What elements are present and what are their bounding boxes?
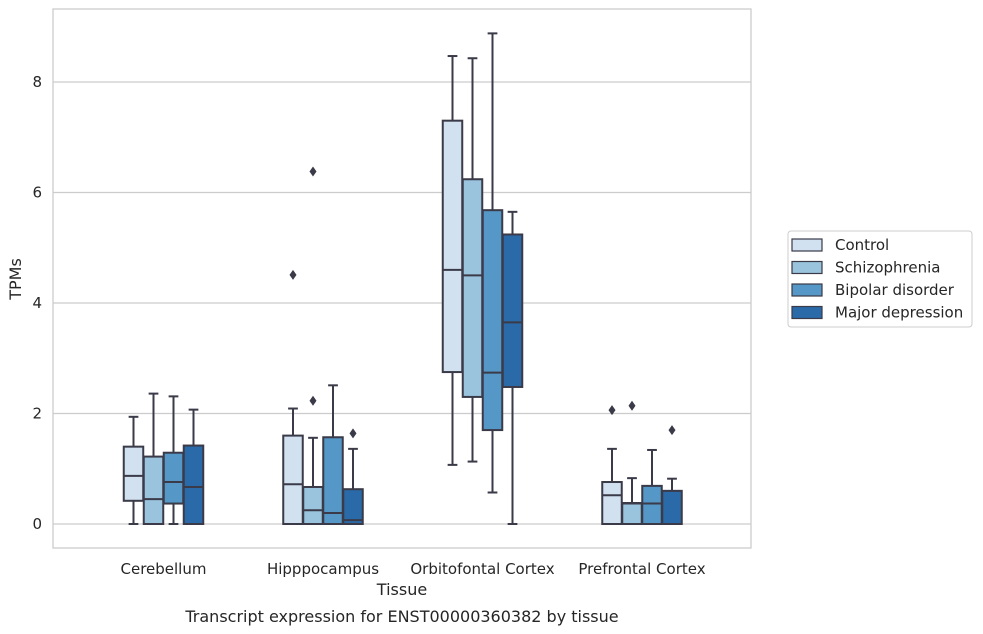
- box-item: [621, 400, 643, 526]
- legend-items: Control Schizophrenia Bipolar disorder Majo…: [791, 236, 963, 322]
- iqr-box: [282, 434, 304, 526]
- x-tick-label: Prefrontal Cortex: [578, 560, 705, 578]
- box-item: [282, 269, 304, 526]
- iqr-box: [122, 445, 145, 502]
- box-item: [122, 415, 145, 525]
- legend-frame: [787, 230, 973, 328]
- outlier-point: [349, 428, 357, 439]
- iqr-box: [641, 484, 663, 526]
- box-item: [302, 166, 324, 526]
- box-item: [441, 55, 464, 466]
- legend: Control Schizophrenia Bipolar disorder Majo…: [787, 230, 973, 328]
- box-item: [461, 57, 484, 463]
- outlier-point: [309, 395, 317, 406]
- box-item: [342, 428, 364, 526]
- box-item: [182, 408, 205, 526]
- iqr-box: [302, 485, 324, 526]
- iqr-box: [182, 444, 205, 526]
- series-group: [142, 57, 643, 526]
- series-group: [182, 210, 683, 526]
- plot-area-frame: [52, 8, 752, 549]
- outlier-point: [628, 400, 636, 411]
- iqr-box: [461, 178, 484, 398]
- iqr-box: [162, 451, 185, 505]
- legend-swatch: [791, 283, 823, 297]
- y-tick-label: 6: [32, 184, 42, 202]
- y-tick-labels: 0 2 4 6 8: [32, 73, 42, 533]
- legend-label: Bipolar disorder: [835, 281, 955, 299]
- series-group: [162, 32, 663, 526]
- outlier-point: [608, 405, 616, 416]
- box-item: [641, 448, 663, 526]
- box-item: [501, 210, 524, 525]
- legend-label: Major depression: [835, 304, 963, 322]
- box-item: [601, 405, 623, 526]
- y-tick-label: 8: [32, 73, 42, 91]
- outlier-point: [309, 166, 317, 177]
- iqr-box: [342, 488, 364, 526]
- x-axis-label: Tissue: [376, 580, 427, 599]
- outlier-point: [289, 269, 297, 280]
- iqr-box: [661, 489, 683, 526]
- figure-caption: Transcript expression for ENST0000036038…: [184, 607, 618, 626]
- x-tick-label: Hipppocampus: [267, 560, 379, 578]
- box-series: [122, 32, 683, 526]
- y-tick-label: 2: [32, 405, 42, 423]
- legend-label: Control: [835, 236, 889, 254]
- y-tick-label: 0: [32, 515, 42, 533]
- x-tick-label: Cerebellum: [121, 560, 207, 578]
- iqr-box: [481, 209, 504, 432]
- iqr-box: [601, 481, 623, 526]
- legend-label: Schizophrenia: [835, 259, 940, 277]
- legend-swatch: [791, 260, 823, 275]
- box-item: [322, 384, 344, 526]
- x-tick-labels: Cerebellum Hipppocampus Orbitofontal Corte…: [121, 560, 706, 578]
- y-axis-label: TPMs: [6, 258, 25, 301]
- legend-swatch: [791, 238, 823, 252]
- iqr-box: [142, 455, 165, 525]
- iqr-box: [322, 436, 344, 526]
- y-tick-label: 4: [32, 294, 42, 312]
- legend-swatch: [791, 305, 823, 320]
- iqr-box: [501, 233, 524, 388]
- iqr-box: [441, 119, 464, 374]
- x-tick-label: Orbitofontal Cortex: [410, 560, 554, 578]
- box-item: [162, 395, 185, 525]
- outlier-point: [668, 425, 676, 436]
- box-item: [481, 32, 504, 494]
- box-item: [661, 425, 683, 526]
- iqr-box: [621, 502, 643, 526]
